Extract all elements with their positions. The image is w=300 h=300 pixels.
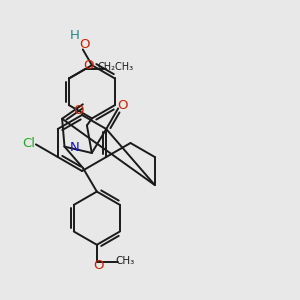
Text: O: O	[83, 59, 94, 72]
Text: CH₂CH₃: CH₂CH₃	[98, 62, 134, 72]
Text: Cl: Cl	[22, 137, 35, 150]
Text: N: N	[70, 141, 79, 154]
Text: O: O	[94, 259, 104, 272]
Text: O: O	[74, 104, 84, 117]
Text: O: O	[117, 99, 128, 112]
Text: CH₃: CH₃	[115, 256, 134, 266]
Text: O: O	[80, 38, 90, 51]
Text: H: H	[70, 29, 80, 42]
